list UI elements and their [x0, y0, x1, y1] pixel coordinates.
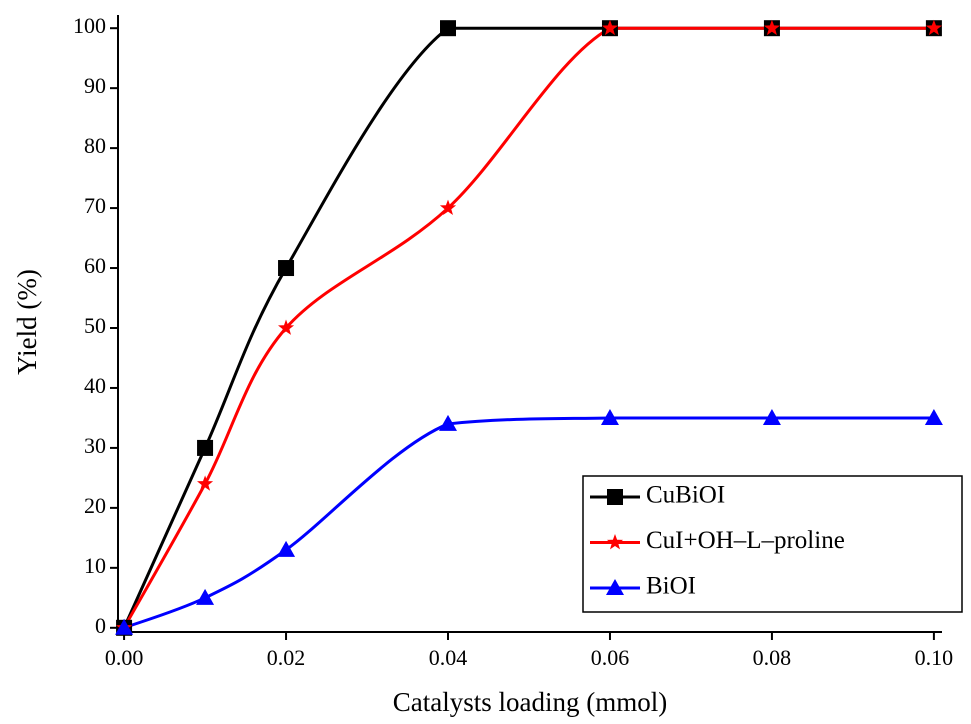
data-point [924, 408, 943, 425]
legend-box [582, 475, 963, 613]
data-point [115, 618, 134, 635]
data-point [277, 540, 296, 557]
y-tick-label: 30 [84, 433, 106, 458]
legend-label: CuBiOI [646, 482, 725, 509]
y-tick-label: 70 [84, 193, 106, 218]
x-tick-label: 0.04 [429, 645, 468, 670]
y-tick-label: 90 [84, 73, 106, 98]
y-tick-label: 80 [84, 133, 106, 158]
y-axis-title: Yield (%) [12, 269, 42, 375]
data-point [440, 20, 457, 37]
y-tick-label: 40 [84, 373, 106, 398]
data-point [762, 408, 781, 425]
y-tick-label: 0 [95, 613, 106, 638]
data-point [197, 439, 214, 456]
legend-marker [606, 579, 624, 595]
y-tick-label: 50 [84, 313, 106, 338]
y-tick-label: 10 [84, 553, 106, 578]
x-tick-label: 0.00 [105, 645, 144, 670]
data-point [601, 19, 619, 36]
data-point [925, 19, 942, 36]
x-axis-title: Catalysts loading (mmol) [393, 687, 667, 717]
legend-label: CuI+OH–L–proline [646, 527, 845, 554]
x-tick-label: 0.02 [267, 645, 306, 670]
data-point [278, 319, 295, 335]
x-tick-label: 0.06 [591, 645, 630, 670]
data-point [278, 260, 295, 277]
legend-marker [606, 534, 624, 550]
legend-marker [607, 489, 623, 505]
legend-label: BiOI [646, 573, 696, 600]
data-point [763, 19, 780, 36]
data-point [439, 414, 458, 431]
y-tick-label: 100 [73, 13, 106, 38]
y-tick-label: 60 [84, 253, 106, 278]
data-point [439, 199, 457, 215]
data-point [600, 408, 619, 425]
x-tick-label: 0.08 [753, 645, 792, 670]
data-point [197, 475, 214, 491]
data-point [196, 588, 215, 605]
y-tick-label: 20 [84, 493, 106, 518]
x-tick-label: 0.10 [915, 645, 954, 670]
